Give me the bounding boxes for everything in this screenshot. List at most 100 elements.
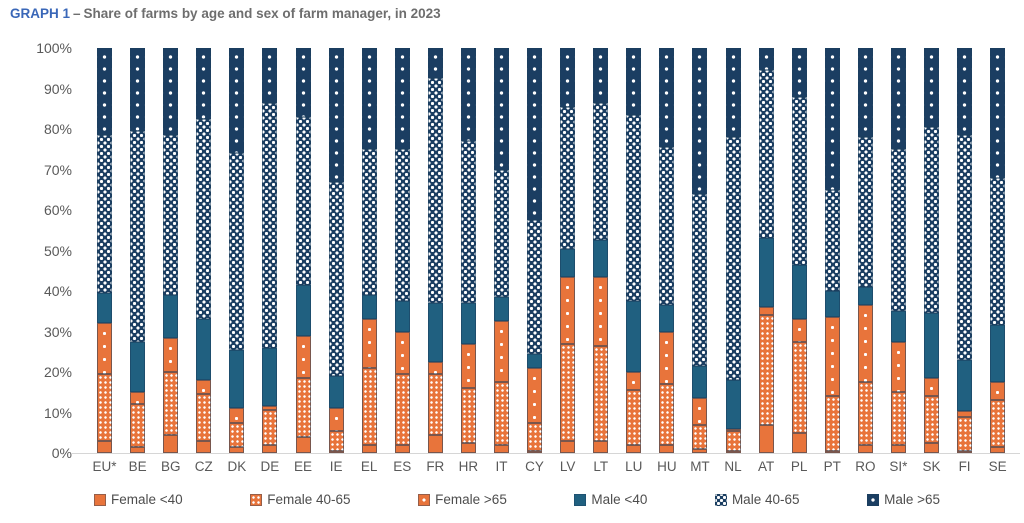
segment-male65 [163,48,179,136]
x-axis-label: DE [260,459,280,474]
segment-female40 [758,424,774,453]
segment-male65 [394,48,410,150]
segment-female40 [990,446,1006,453]
legend-label: Male >65 [884,492,940,507]
segment-female40-65 [890,392,906,445]
legend-swatch-icon [574,493,587,506]
segment-female40 [692,448,708,453]
segment-female40-65 [130,404,146,447]
bar-column-hu [650,48,683,453]
segment-female40 [725,450,741,453]
segment-male40-65 [990,177,1006,326]
segment-male40-65 [328,181,344,377]
segment-female40-65 [990,400,1006,447]
segment-male40 [890,311,906,342]
segment-female40 [923,442,939,453]
x-axis-label: BG [160,459,181,474]
x-axis-labels: EU* BE BG CZ DK DE EE IE EL ES FR HR IT CY LV LT LU HU MT N… [88,459,1014,474]
bar-column-se [981,48,1014,453]
segment-female40-65 [527,422,543,451]
x-axis-label: PT [823,459,841,474]
segment-female40 [659,444,675,453]
segment-male65 [957,48,973,136]
segment-male40-65 [626,114,642,302]
segment-female65 [361,319,377,368]
segment-female40-65 [394,374,410,445]
segment-male40 [659,305,675,332]
segment-male40-65 [196,118,212,320]
segment-female40 [857,444,873,453]
segment-male40-65 [923,127,939,314]
x-axis-label: HR [458,459,479,474]
stacked-bar [295,48,311,453]
y-tick-label: 100% [36,40,72,56]
segment-male40-65 [560,106,576,249]
graph-title-text: Share of farms by age and sex of farm ma… [83,6,441,21]
segment-male40 [923,313,939,379]
y-tick-label: 40% [43,283,72,299]
y-tick-label: 0% [51,445,72,461]
segment-male65 [626,48,642,115]
segment-female40-65 [262,410,278,445]
x-axis-label: NL [724,459,742,474]
segment-female40-65 [295,378,311,437]
segment-female40 [229,446,245,453]
segment-male40-65 [97,135,113,294]
segment-female40 [957,450,973,453]
segment-female65 [460,343,476,389]
segment-female40 [361,444,377,453]
stacked-bar [130,48,146,453]
x-axis-label: RO [855,459,876,474]
segment-female40-65 [560,343,576,441]
segment-female65 [791,319,807,342]
chart-title: GRAPH 1– Share of farms by age and sex of… [10,6,441,21]
x-axis-label: BE [128,459,147,474]
segment-female40 [560,440,576,453]
segment-female65 [163,337,179,373]
segment-male40 [295,284,311,336]
legend: Female <40 Female 40-65 Female >65 Male <40… [94,492,940,507]
segment-female40 [295,436,311,453]
legend-label: Female >65 [435,492,507,507]
segment-male65 [890,48,906,150]
graph-number: GRAPH 1 [10,6,71,21]
segment-female40-65 [626,390,642,445]
segment-female65 [427,361,443,375]
segment-female40 [163,434,179,453]
x-axis-label: SI* [889,459,908,474]
segment-female40-65 [824,396,840,451]
segment-male40 [460,303,476,344]
legend-item-male40-65: Male 40-65 [714,492,799,507]
x-axis-label: EE [294,459,313,474]
bar-column-es [386,48,419,453]
bar-column-lt [584,48,617,453]
segment-male65 [361,48,377,150]
legend-item-female65: Female >65 [418,492,507,507]
segment-male65 [130,48,146,132]
stacked-bar [923,48,939,453]
segment-female40 [130,446,146,453]
segment-female40-65 [791,341,807,433]
stacked-bar [659,48,675,453]
x-axis-label: IE [329,459,343,474]
segment-male65 [725,48,741,138]
segment-female40-65 [957,416,973,451]
x-axis-label: AT [757,459,775,474]
segment-female40 [196,440,212,453]
segment-male65 [824,48,840,190]
segment-male65 [427,48,443,79]
segment-female40-65 [328,430,344,451]
segment-male40-65 [890,149,906,312]
segment-female40-65 [593,345,609,441]
segment-male40 [196,319,212,381]
stacked-bar [527,48,543,453]
y-tick-label: 70% [43,161,72,178]
segment-female40 [890,444,906,453]
segment-female40 [527,450,543,453]
bar-column-hr [452,48,485,453]
segment-male40-65 [725,137,741,381]
bar-column-eu [88,48,121,453]
x-axis-label: PL [790,459,808,474]
stacked-bar [493,48,509,453]
